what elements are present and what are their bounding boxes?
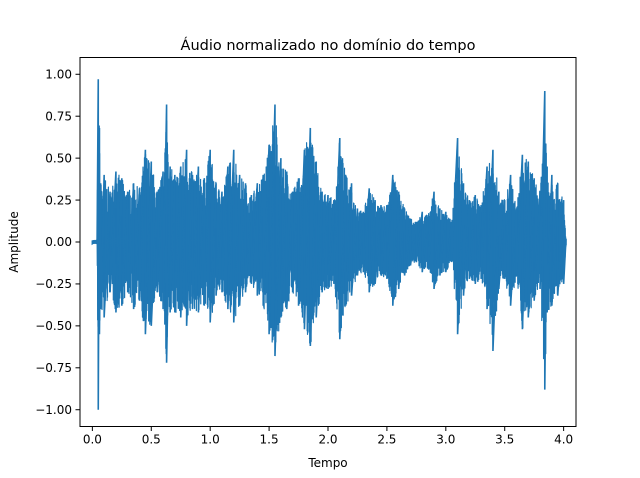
y-tick-label: 1.00: [45, 67, 72, 81]
y-tick-label: −0.25: [35, 277, 72, 291]
plot-area: [91, 79, 567, 410]
y-axis-label: Amplitude: [7, 211, 21, 273]
x-axis: 0.0 0.5 1.0 1.5 2.0 2.5 3.0 3.5 4.0: [83, 426, 573, 447]
x-tick-label: 2.5: [377, 433, 396, 447]
y-tick-label: −0.50: [35, 319, 72, 333]
y-tick-label: 0.50: [45, 151, 72, 165]
y-tick-label: 0.25: [45, 193, 72, 207]
y-tick-label: −1.00: [35, 403, 72, 417]
y-tick-label: −0.75: [35, 361, 72, 375]
x-tick-label: 2.0: [318, 433, 337, 447]
waveform-peaks: [91, 79, 567, 410]
chart-title: Áudio normalizado no domínio do tempo: [181, 37, 476, 54]
x-tick-label: 1.0: [201, 433, 220, 447]
x-tick-label: 3.5: [495, 433, 514, 447]
y-tick-label: 0.00: [45, 235, 72, 249]
x-tick-label: 3.0: [436, 433, 455, 447]
y-tick-label: 0.75: [45, 109, 72, 123]
x-tick-label: 1.5: [260, 433, 279, 447]
y-axis: −1.00 −0.75 −0.50 −0.25 0.00 0.25 0.50 0.75 1.00: [35, 67, 80, 417]
x-tick-label: 4.0: [554, 433, 573, 447]
x-tick-label: 0.0: [83, 433, 102, 447]
x-axis-label: Tempo: [307, 456, 347, 470]
x-tick-label: 0.5: [142, 433, 161, 447]
